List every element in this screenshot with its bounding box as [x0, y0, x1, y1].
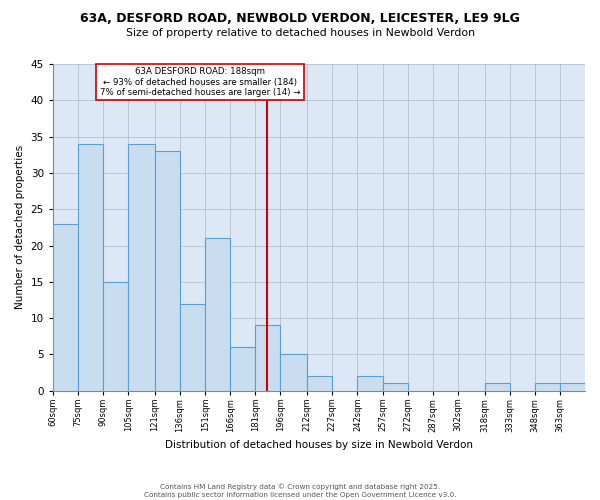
- Bar: [535, 384, 560, 390]
- Bar: [256, 326, 280, 390]
- Bar: [358, 376, 383, 390]
- Bar: [205, 238, 230, 390]
- Bar: [128, 144, 155, 390]
- Bar: [383, 384, 407, 390]
- Bar: [180, 304, 205, 390]
- X-axis label: Distribution of detached houses by size in Newbold Verdon: Distribution of detached houses by size …: [165, 440, 473, 450]
- Bar: [53, 224, 78, 390]
- Text: 63A DESFORD ROAD: 188sqm
← 93% of detached houses are smaller (184)
7% of semi-d: 63A DESFORD ROAD: 188sqm ← 93% of detach…: [100, 68, 301, 97]
- Text: Contains HM Land Registry data © Crown copyright and database right 2025.
Contai: Contains HM Land Registry data © Crown c…: [144, 484, 456, 498]
- Bar: [103, 282, 128, 391]
- Bar: [307, 376, 332, 390]
- Y-axis label: Number of detached properties: Number of detached properties: [15, 146, 25, 310]
- Bar: [155, 151, 180, 390]
- Bar: [280, 354, 307, 390]
- Bar: [560, 384, 585, 390]
- Bar: [78, 144, 103, 390]
- Bar: [230, 347, 256, 391]
- Text: Size of property relative to detached houses in Newbold Verdon: Size of property relative to detached ho…: [125, 28, 475, 38]
- Bar: [485, 384, 509, 390]
- Text: 63A, DESFORD ROAD, NEWBOLD VERDON, LEICESTER, LE9 9LG: 63A, DESFORD ROAD, NEWBOLD VERDON, LEICE…: [80, 12, 520, 26]
